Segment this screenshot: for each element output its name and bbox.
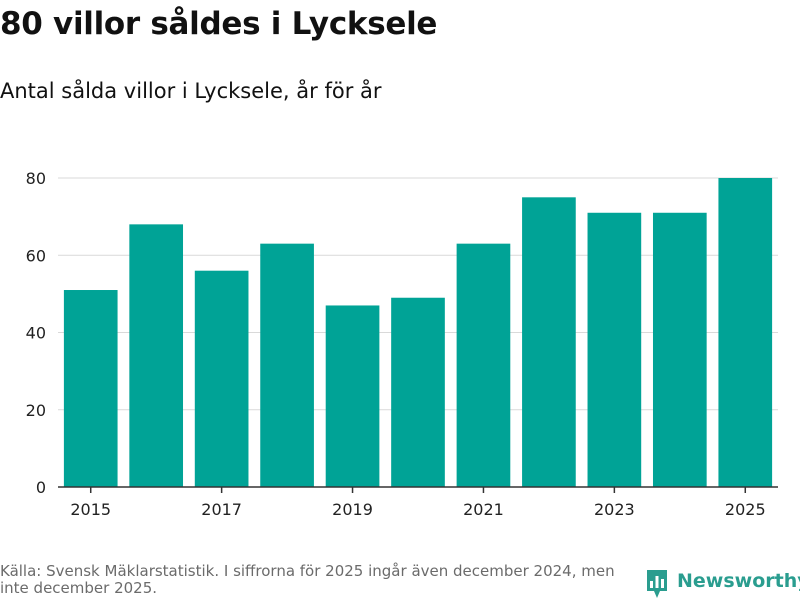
- y-tick-label-80: 80: [26, 169, 46, 188]
- y-tick-label-40: 40: [26, 324, 46, 343]
- bar-2021: [456, 243, 511, 487]
- bar-chart: 0 20 40 60 80 2015 2017 2019 2021 2023 2025: [26, 169, 778, 519]
- x-tick-label-2017: 2017: [201, 500, 242, 519]
- y-tick-label-20: 20: [26, 401, 46, 420]
- newsworthy-logo-icon: [647, 570, 667, 598]
- x-tick-label-2015: 2015: [70, 500, 111, 519]
- source-note: Källa: Svensk Mäklarstatistik. I siffror…: [0, 562, 615, 597]
- bar-2022: [522, 197, 576, 487]
- bar-2016: [129, 224, 184, 487]
- axes: 0 20 40 60 80 2015 2017 2019 2021 2023 2025: [26, 169, 778, 519]
- bar-2025: [718, 178, 773, 487]
- chart-title: 80 villor såldes i Lycksele: [0, 6, 438, 42]
- bars: [63, 178, 773, 487]
- bar-2017: [194, 270, 249, 487]
- bar-2020: [391, 297, 445, 487]
- bar-2023: [587, 212, 642, 487]
- brand-name: Newsworthy: [677, 570, 800, 592]
- y-tick-label-0: 0: [36, 478, 46, 497]
- y-tick-label-60: 60: [26, 246, 46, 265]
- bar-2024: [652, 212, 707, 487]
- bar-2019: [325, 305, 380, 487]
- x-tick-label-2025: 2025: [725, 500, 766, 519]
- bar-2015: [63, 290, 118, 487]
- x-tick-label-2021: 2021: [463, 500, 504, 519]
- x-tick-label-2023: 2023: [594, 500, 635, 519]
- chart-subtitle: Antal sålda villor i Lycksele, år för år: [0, 79, 382, 103]
- x-tick-label-2019: 2019: [332, 500, 373, 519]
- brand-logo: Newsworthy: [645, 568, 800, 600]
- bar-2018: [260, 243, 314, 487]
